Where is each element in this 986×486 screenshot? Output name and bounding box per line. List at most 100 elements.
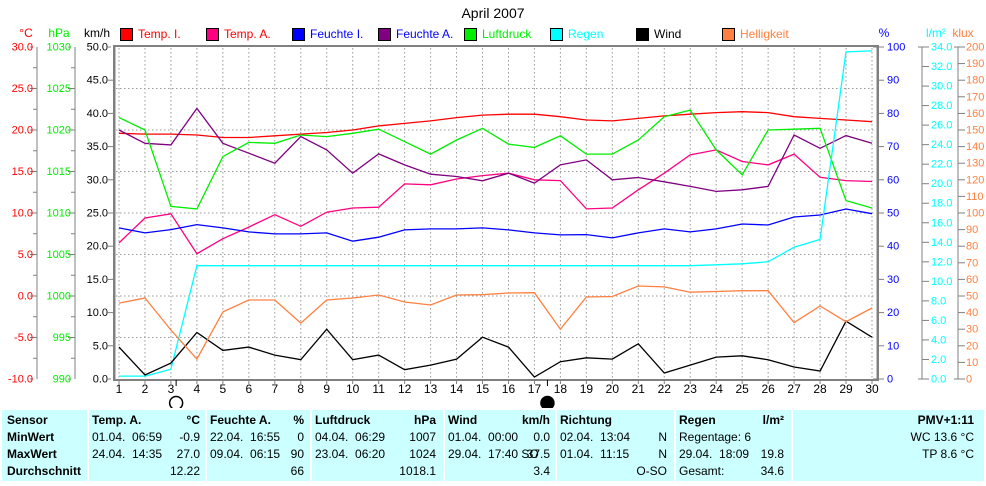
tick-label-hpa: 1025: [47, 83, 71, 95]
tick-label-kmh: 5.0: [93, 340, 108, 352]
series-feuchte-i: [118, 208, 873, 242]
table-divider: [205, 410, 207, 481]
table-header-luftdruck: Luftdruck: [315, 413, 371, 427]
table-header-richtung: Richtung: [560, 413, 612, 427]
tick-label-lm2: 12.0: [931, 256, 952, 268]
tick-label-day: 30: [865, 382, 879, 396]
tick-label-kmh: 40.0: [87, 108, 108, 120]
tick-label-lm2: 18.0: [931, 198, 952, 210]
tick-label-day: 21: [632, 382, 646, 396]
legend-item-feuchte-a[interactable]: Feuchte A.: [378, 27, 453, 41]
table-cell-value: 90: [290, 447, 304, 461]
tick-label-day: 14: [450, 382, 464, 396]
series-line-wind: [118, 320, 873, 378]
tick-label-day: 18: [554, 382, 568, 396]
legend-swatch-luftdruck-icon: [464, 27, 477, 41]
legend-label: Feuchte A.: [396, 27, 454, 41]
tick-label-celsius: 5.0: [18, 249, 33, 261]
moon-filled-icon: [540, 395, 555, 408]
chart-legend: Temp. I. Temp. A. Feuchte I. Feuchte A. Luft…: [0, 27, 986, 41]
legend-label: Wind: [654, 27, 682, 41]
tick-label-day: 11: [372, 382, 385, 396]
axis-unit-celsius: °C: [19, 26, 33, 40]
tick-label-klux: 170: [966, 91, 984, 103]
tick-label-kmh: 35.0: [87, 141, 108, 153]
tick-label-kmh: 0.0: [93, 374, 108, 386]
tick-label-hpa: 1010: [47, 208, 71, 220]
tick-label-lm2: 6.0: [931, 315, 946, 327]
axis-kmh: 50.0 45.0 40.0 35.0 30.0 25.0 20.0 15.0 10.0 5.0 0…: [84, 26, 116, 386]
tick-label-klux: 110: [966, 191, 984, 203]
summary-table: Sensor MinWert MaxWert Durchschnitt Temp. A.…: [2, 410, 984, 481]
tick-label-lm2: 14.0: [931, 237, 952, 249]
tick-label-hpa: 995: [53, 332, 71, 344]
tick-label-percent: 100: [887, 42, 905, 54]
tick-label-hpa: 1000: [47, 291, 71, 303]
legend-item-temp-i[interactable]: Temp. I.: [120, 27, 181, 41]
series-line-regen: [119, 50, 873, 377]
table-header-pmv-1-11: PMV+1:11: [917, 413, 974, 427]
tick-label-day: 2: [142, 382, 149, 396]
legend-item-helligkeit[interactable]: Helligkeit: [722, 27, 789, 41]
tick-label-klux: 50: [966, 291, 978, 303]
table-header-temp-a: Temp. A.: [92, 413, 142, 427]
tick-label-percent: 40: [887, 241, 899, 253]
series-regen: [119, 50, 873, 377]
tick-label-percent: 10: [887, 340, 899, 352]
table-cell-text: 09.04. 06:15: [210, 447, 281, 461]
tick-label-lm2: 4.0: [931, 334, 946, 346]
table-divider: [87, 410, 89, 481]
tick-label-kmh: 20.0: [87, 241, 108, 253]
table-unit-regen: l/m²: [762, 413, 784, 427]
tick-label-hpa: 1015: [47, 166, 71, 178]
table-unit-feuchte-a: %: [293, 413, 304, 427]
tick-label-day: 4: [194, 382, 201, 396]
series-feuchte-a: [118, 107, 873, 193]
tick-label-klux: 150: [966, 125, 984, 137]
axis-celsius: 30.0 25.0 20.0 15.0 10.0 5.0 0.0 -5.0 -10.0 °C: [8, 26, 38, 386]
tick-label-klux: 40: [966, 307, 978, 319]
legend-item-regen[interactable]: Regen: [550, 27, 603, 41]
tick-label-hpa: 1020: [47, 125, 71, 137]
series-luftdruck: [118, 109, 873, 210]
table-cell-value: O-SO: [636, 464, 667, 478]
tick-label-kmh: 10.0: [87, 307, 108, 319]
legend-item-luftdruck[interactable]: Luftdruck: [464, 27, 531, 41]
table-row-label: MinWert: [7, 430, 55, 444]
legend-item-wind[interactable]: Wind: [636, 27, 681, 41]
legend-swatch-temp-a-icon: [206, 27, 219, 41]
axis-unit-lm2: l/m²: [926, 26, 946, 40]
table-cell-text: 02.04. 13:04: [560, 430, 631, 444]
table-cell-value: 1024: [409, 447, 436, 461]
tick-label-klux: 140: [966, 141, 984, 153]
tick-label-day: 15: [476, 382, 490, 396]
legend-swatch-feuchte-a-icon: [378, 27, 391, 41]
tick-label-hpa: 1005: [47, 249, 71, 261]
legend-swatch-wind-icon: [636, 27, 649, 41]
tick-label-kmh: 30.0: [87, 174, 108, 186]
tick-label-klux: 190: [966, 58, 984, 70]
legend-label: Regen: [568, 27, 604, 41]
tick-label-kmh: 15.0: [87, 274, 108, 286]
table-cell-text: 01.04. 11:15: [560, 447, 630, 461]
table-cell-text: 22.04. 16:55: [210, 430, 281, 444]
table-divider: [555, 410, 557, 481]
legend-item-feuchte-i[interactable]: Feuchte I.: [292, 27, 363, 41]
axis-unit-percent: %: [879, 26, 890, 40]
axis-unit-klux: klux: [952, 26, 973, 40]
legend-label: Helligkeit: [740, 27, 789, 41]
legend-item-temp-a[interactable]: Temp. A.: [206, 27, 271, 41]
plot-grid: [116, 48, 876, 378]
tick-label-lm2: 32.0: [931, 61, 952, 73]
tick-label-day: 22: [658, 382, 672, 396]
table-cell-text: 04.04. 06:29: [315, 430, 386, 444]
table-cell-value: 66: [290, 464, 304, 478]
table-cell-value: 27.0: [176, 447, 200, 461]
tick-label-percent: 20: [887, 307, 899, 319]
tick-label-klux: 20: [966, 340, 978, 352]
series-temp-i: [118, 111, 873, 139]
tick-label-day: 29: [839, 382, 853, 396]
table-cell-value: TP 8.6 °C: [922, 447, 974, 461]
tick-label-klux: 180: [966, 75, 984, 87]
